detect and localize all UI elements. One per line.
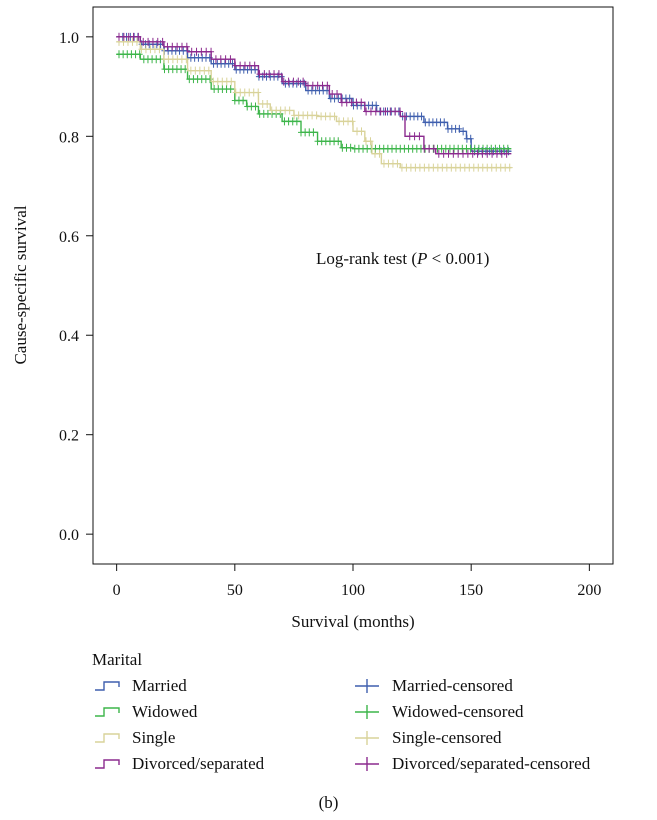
y-axis-title: Cause-specific survival: [11, 205, 30, 364]
step-swatch-icon: [95, 706, 120, 717]
censor-mark: [264, 99, 271, 108]
figure-caption: (b): [318, 793, 339, 812]
series-layer: [116, 32, 513, 172]
censor-mark: [460, 127, 467, 136]
legend-item-curve: Divorced/separated: [92, 752, 352, 775]
censor-mark: [349, 117, 356, 126]
legend-item-censored: Widowed-censored: [352, 700, 632, 723]
step-swatch-icon: [95, 680, 120, 691]
censor-mark: [324, 81, 331, 90]
legend-item-censored: Married-censored: [352, 674, 632, 697]
censor-swatch-icon: [355, 730, 379, 745]
censor-mark: [227, 55, 234, 64]
y-tick-label: 0.0: [59, 527, 79, 544]
legend-label: Widowed-censored: [392, 701, 524, 721]
censor-mark: [136, 50, 143, 59]
log-rank-annotation: Log-rank test (P < 0.001): [316, 249, 489, 268]
x-axis: 0 50 100 150 200: [113, 564, 601, 599]
censor-mark: [159, 37, 166, 46]
legend-grid: Married Married-censored Widowed Widowed-ce…: [92, 674, 632, 775]
censor-mark: [358, 98, 365, 107]
legend: Marital Married Married-censored Widowed Wi…: [92, 650, 632, 775]
legend-item-curve: Single: [92, 726, 352, 749]
legend-label: Married: [132, 675, 187, 695]
x-tick-label: 50: [227, 582, 243, 599]
censor-mark: [506, 163, 513, 172]
censor-mark: [313, 111, 320, 120]
censor-mark: [418, 112, 425, 121]
censor-mark: [397, 107, 404, 116]
censor-mark: [401, 112, 408, 121]
censor-mark: [156, 45, 163, 54]
censor-mark: [286, 106, 293, 115]
censor-mark: [293, 117, 300, 126]
censor-mark: [394, 159, 401, 168]
censor-mark: [183, 55, 190, 64]
censor-mark: [205, 66, 212, 75]
censor-mark: [227, 85, 234, 94]
y-tick-label: 0.2: [59, 428, 79, 445]
legend-item-censored: Single-censored: [352, 726, 632, 749]
x-tick-label: 100: [341, 582, 365, 599]
censor-mark: [135, 32, 142, 41]
legend-item-curve: Widowed: [92, 700, 352, 723]
censor-marks: [116, 32, 510, 158]
legend-item-curve: Married: [92, 674, 352, 697]
x-tick-label: 150: [459, 582, 483, 599]
legend-label: Divorced/separated-censored: [392, 753, 591, 773]
censor-mark: [183, 42, 190, 51]
censor-mark: [334, 90, 341, 99]
censor-swatch-icon: [355, 756, 379, 771]
censor-mark: [251, 61, 258, 70]
censor-mark: [207, 75, 213, 84]
censor-mark: [367, 137, 374, 146]
km-chart: 0 50 100 150 200 0.0 0.2 0.4 0.6 0.8 1.0 Survival…: [11, 6, 614, 631]
censor-mark: [240, 96, 247, 105]
step-swatch-icon: [95, 732, 120, 743]
censor-mark: [252, 102, 259, 111]
step-swatch-icon: [95, 758, 120, 769]
legend-title: Marital: [92, 650, 143, 669]
legend-label: Single: [132, 727, 176, 747]
censor-mark: [416, 132, 423, 141]
censor-mark: [358, 127, 365, 136]
legend-label: Single-censored: [392, 727, 502, 747]
censor-marks: [116, 32, 512, 156]
x-tick-label: 0: [113, 582, 121, 599]
survival-curve: [116, 53, 512, 150]
censor-mark: [441, 118, 448, 127]
censor-mark: [347, 143, 354, 152]
y-tick-label: 1.0: [59, 30, 79, 47]
legend-item-censored: Divorced/separated-censored: [352, 752, 632, 775]
censor-swatch-icon: [355, 678, 379, 693]
censor-mark: [208, 47, 215, 56]
censor-swatch-icon: [355, 704, 379, 719]
y-tick-label: 0.8: [59, 129, 79, 146]
censor-mark: [504, 144, 511, 153]
censor-mark: [300, 77, 307, 86]
legend-label: Married-censored: [392, 675, 513, 695]
censor-mark: [456, 124, 463, 133]
censor-mark: [255, 88, 262, 97]
censor-mark: [133, 37, 140, 46]
plot-frame: [92, 6, 614, 565]
legend-label: Divorced/separated: [132, 753, 265, 773]
y-axis: 0.0 0.2 0.4 0.6 0.8 1.0: [59, 30, 93, 544]
y-tick-label: 0.6: [59, 229, 79, 246]
censor-mark: [503, 149, 510, 158]
y-tick-label: 0.4: [59, 328, 79, 345]
censor-mark: [335, 137, 342, 146]
censor-mark: [376, 149, 383, 158]
legend-label: Widowed: [132, 701, 198, 721]
x-tick-label: 200: [577, 582, 601, 599]
censor-mark: [275, 70, 282, 79]
censor-mark: [467, 134, 474, 143]
censor-mark: [228, 77, 235, 86]
censor-mark: [331, 112, 338, 121]
censor-marks: [116, 50, 511, 153]
x-axis-title: Survival (months): [291, 612, 414, 631]
censor-mark: [430, 144, 437, 153]
censor-mark: [310, 128, 317, 137]
